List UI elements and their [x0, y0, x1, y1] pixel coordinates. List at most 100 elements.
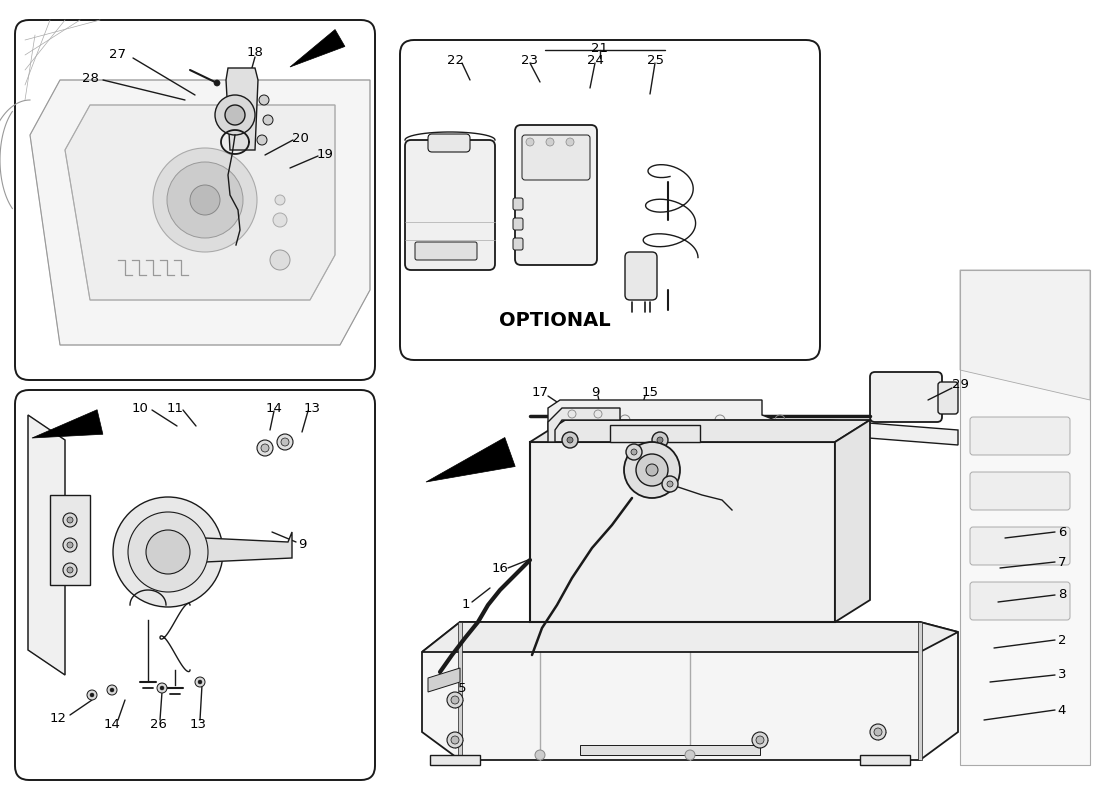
- Circle shape: [562, 432, 578, 448]
- Text: 7: 7: [1058, 555, 1066, 569]
- Text: 23: 23: [521, 54, 539, 66]
- Polygon shape: [428, 668, 460, 692]
- Circle shape: [646, 464, 658, 476]
- FancyBboxPatch shape: [550, 425, 580, 437]
- Circle shape: [657, 437, 663, 443]
- Circle shape: [652, 432, 668, 448]
- Text: 29: 29: [952, 378, 968, 391]
- Circle shape: [526, 138, 534, 146]
- Polygon shape: [430, 755, 480, 765]
- FancyBboxPatch shape: [776, 425, 805, 437]
- Text: 5: 5: [458, 682, 466, 694]
- Text: 13: 13: [304, 402, 320, 414]
- Text: 27: 27: [110, 49, 126, 62]
- Polygon shape: [548, 400, 958, 445]
- Circle shape: [566, 138, 574, 146]
- Polygon shape: [422, 622, 958, 760]
- Polygon shape: [580, 745, 760, 755]
- Text: 24: 24: [586, 54, 604, 66]
- Circle shape: [546, 138, 554, 146]
- Circle shape: [257, 135, 267, 145]
- Text: 9: 9: [591, 386, 600, 398]
- FancyBboxPatch shape: [428, 134, 470, 152]
- FancyBboxPatch shape: [513, 218, 522, 230]
- Circle shape: [146, 530, 190, 574]
- Polygon shape: [548, 408, 620, 442]
- Text: 28: 28: [81, 71, 98, 85]
- Polygon shape: [960, 270, 1090, 765]
- Circle shape: [756, 736, 764, 744]
- Circle shape: [667, 481, 673, 487]
- Text: 9: 9: [298, 538, 306, 551]
- Circle shape: [874, 728, 882, 736]
- Circle shape: [447, 692, 463, 708]
- Circle shape: [270, 250, 290, 270]
- Circle shape: [870, 724, 886, 740]
- FancyBboxPatch shape: [595, 425, 625, 437]
- Circle shape: [190, 185, 220, 215]
- Circle shape: [67, 542, 73, 548]
- Circle shape: [535, 750, 544, 760]
- Text: 14: 14: [103, 718, 120, 731]
- Circle shape: [67, 517, 73, 523]
- Circle shape: [110, 688, 114, 692]
- Circle shape: [90, 693, 94, 697]
- Circle shape: [195, 677, 205, 687]
- Polygon shape: [918, 622, 922, 760]
- Circle shape: [153, 148, 257, 252]
- Text: eurospares: eurospares: [124, 168, 256, 192]
- Text: 11: 11: [166, 402, 184, 414]
- Text: 15: 15: [641, 386, 659, 398]
- FancyBboxPatch shape: [970, 472, 1070, 510]
- FancyBboxPatch shape: [970, 582, 1070, 620]
- Polygon shape: [65, 105, 336, 300]
- Circle shape: [566, 437, 573, 443]
- Text: 19: 19: [317, 149, 333, 162]
- Circle shape: [63, 563, 77, 577]
- Text: 21: 21: [592, 42, 608, 54]
- Polygon shape: [290, 30, 345, 67]
- FancyBboxPatch shape: [513, 238, 522, 250]
- Circle shape: [128, 512, 208, 592]
- Circle shape: [67, 567, 73, 573]
- Polygon shape: [205, 532, 292, 562]
- FancyBboxPatch shape: [870, 372, 942, 422]
- Text: 16: 16: [492, 562, 508, 574]
- Text: 4: 4: [1058, 703, 1066, 717]
- Text: 25: 25: [647, 54, 663, 66]
- Circle shape: [113, 497, 223, 607]
- FancyBboxPatch shape: [405, 140, 495, 270]
- Circle shape: [214, 80, 220, 86]
- Circle shape: [277, 434, 293, 450]
- FancyBboxPatch shape: [938, 382, 958, 414]
- Text: 10: 10: [132, 402, 148, 414]
- FancyBboxPatch shape: [108, 117, 136, 152]
- Circle shape: [280, 438, 289, 446]
- FancyBboxPatch shape: [400, 40, 820, 360]
- Circle shape: [157, 683, 167, 693]
- Text: eurospares: eurospares: [624, 558, 756, 582]
- FancyBboxPatch shape: [522, 135, 590, 180]
- Text: 13: 13: [189, 718, 207, 731]
- FancyBboxPatch shape: [640, 425, 670, 437]
- Text: 18: 18: [246, 46, 263, 58]
- Circle shape: [636, 454, 668, 486]
- Circle shape: [263, 115, 273, 125]
- Polygon shape: [50, 495, 90, 585]
- Text: 14: 14: [265, 402, 283, 414]
- Polygon shape: [610, 425, 700, 442]
- FancyBboxPatch shape: [625, 252, 657, 300]
- Polygon shape: [28, 415, 65, 675]
- Circle shape: [662, 476, 678, 492]
- Polygon shape: [530, 420, 870, 442]
- Text: 26: 26: [150, 718, 166, 731]
- Text: eurospares: eurospares: [474, 208, 606, 232]
- Text: 20: 20: [292, 131, 308, 145]
- Circle shape: [257, 440, 273, 456]
- Text: OPTIONAL: OPTIONAL: [499, 310, 611, 330]
- FancyBboxPatch shape: [970, 417, 1070, 455]
- FancyBboxPatch shape: [415, 242, 477, 260]
- Circle shape: [167, 162, 243, 238]
- Circle shape: [626, 444, 642, 460]
- Text: 8: 8: [1058, 589, 1066, 602]
